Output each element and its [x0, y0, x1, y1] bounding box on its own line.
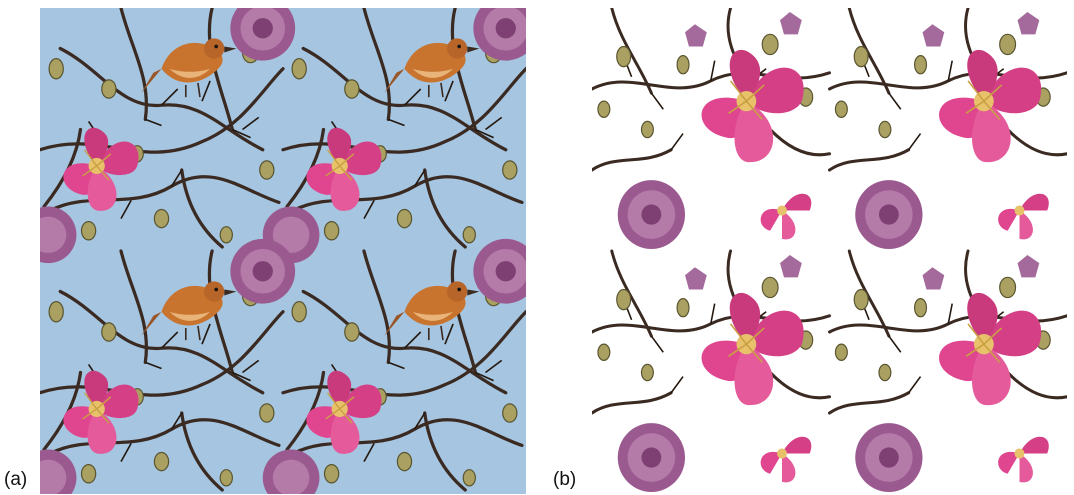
- pattern-panel-b: [592, 8, 1067, 494]
- pattern-panel-a: [40, 8, 526, 494]
- panel-a-label: (a): [4, 469, 28, 490]
- flower-pattern-image: [592, 8, 1067, 494]
- panel-b-label: (b): [553, 469, 577, 490]
- bird-flower-pattern-image: [40, 8, 526, 494]
